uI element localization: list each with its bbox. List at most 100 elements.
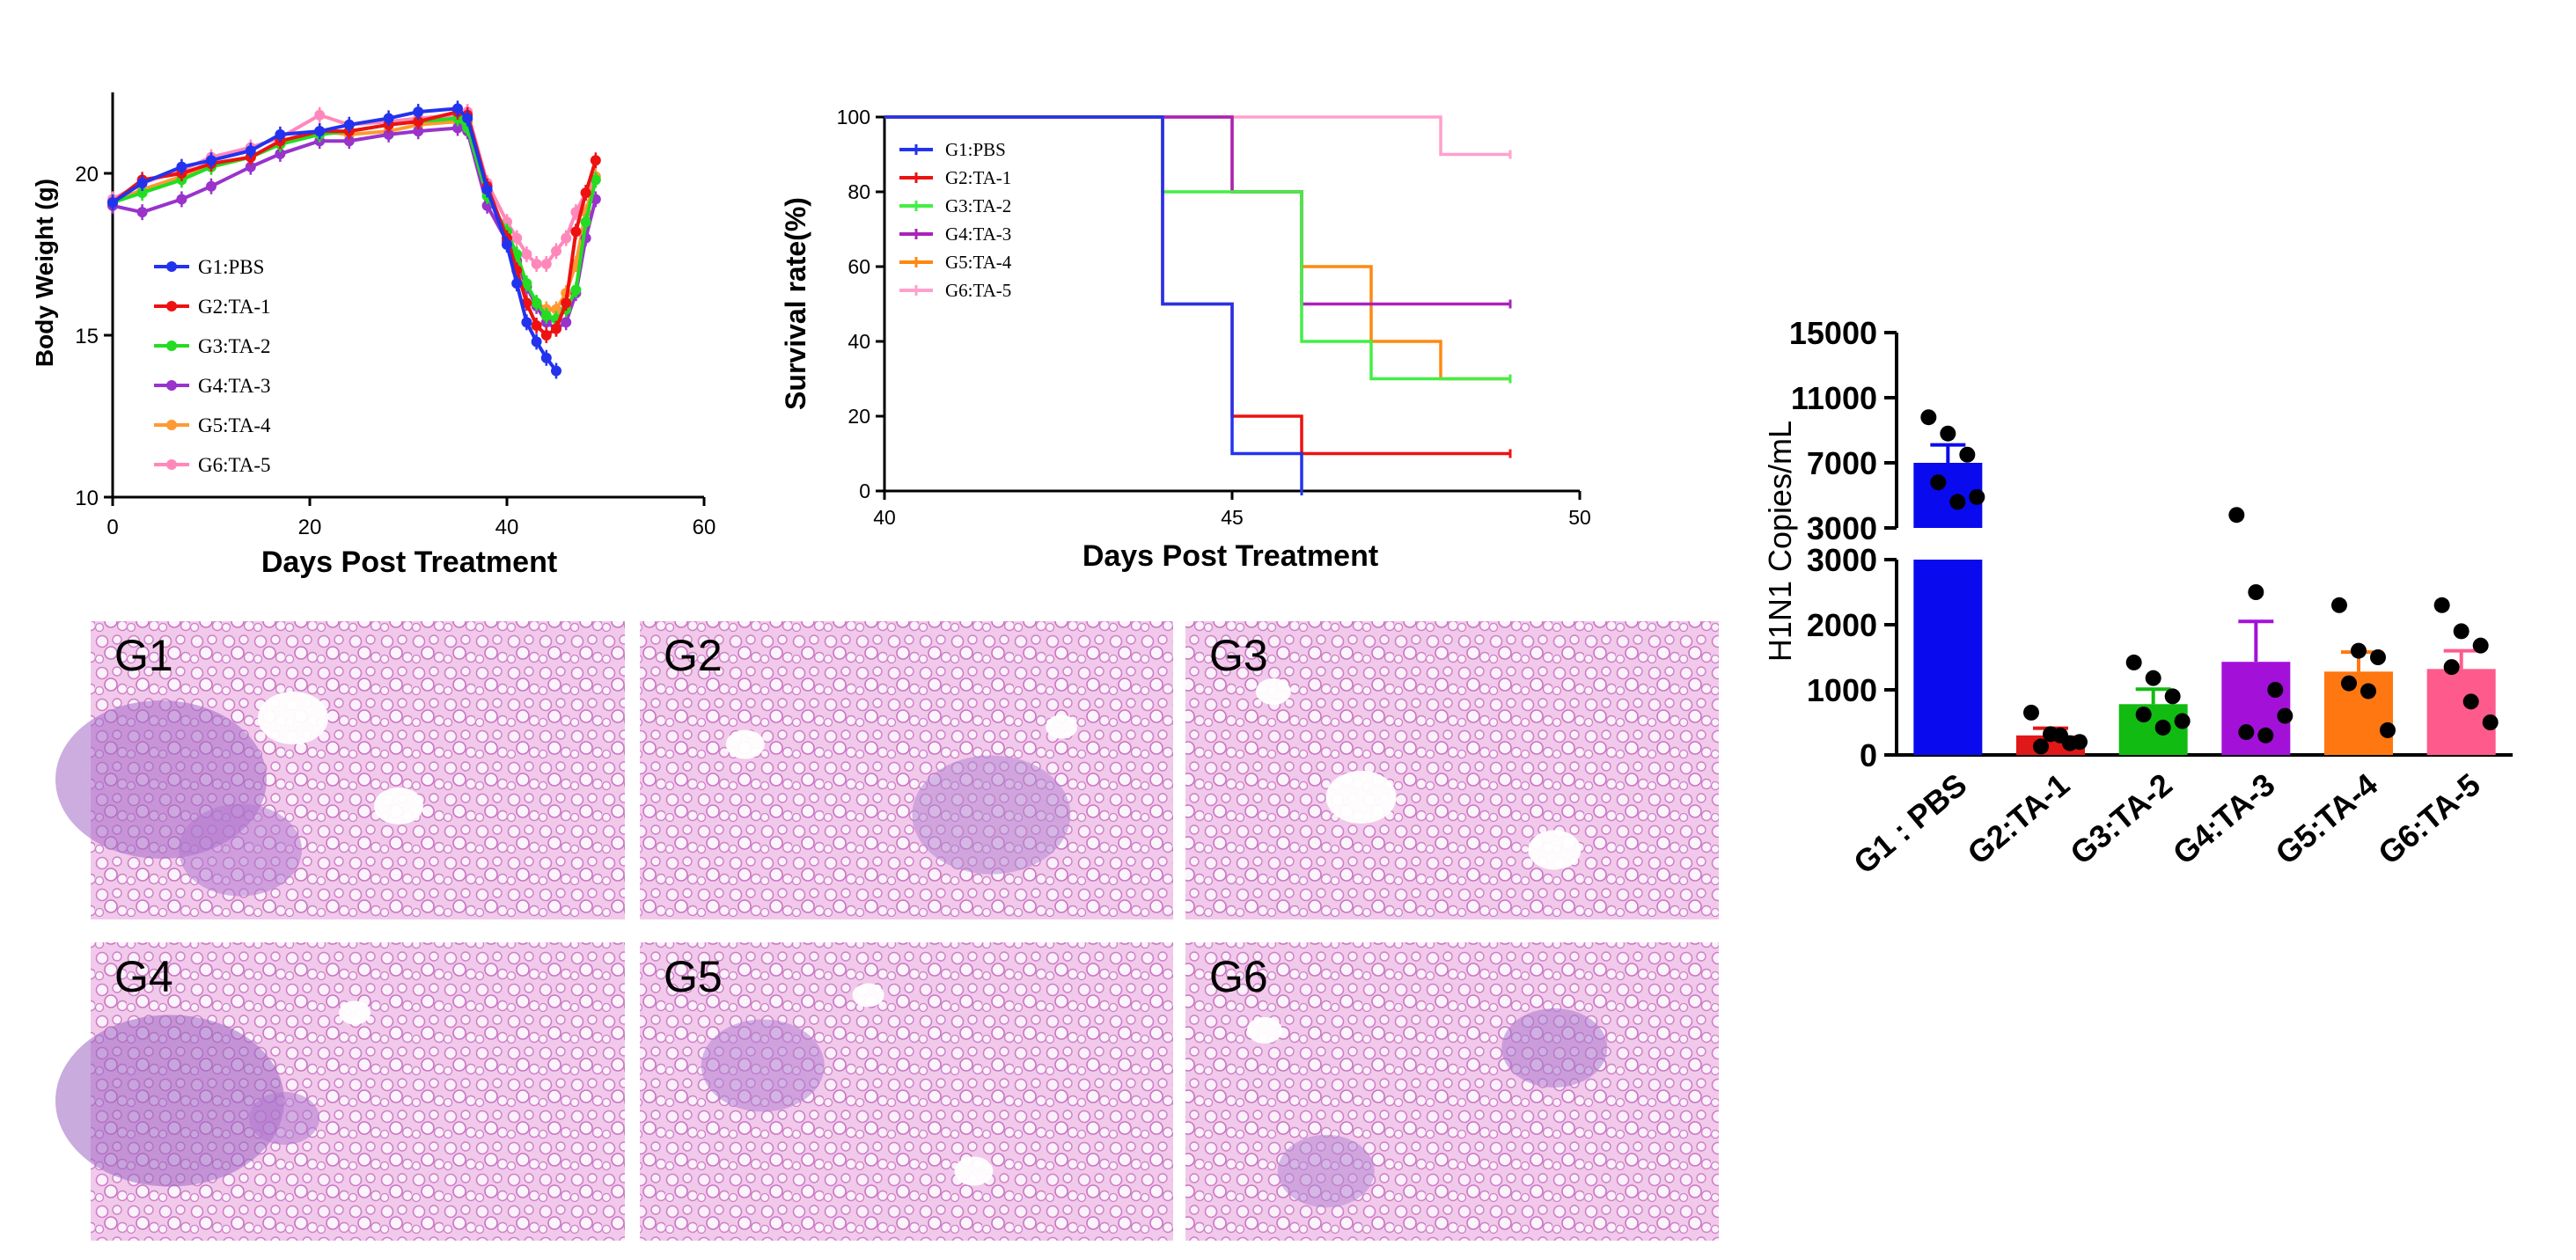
h1n1-y-tick-label: 2000 xyxy=(1807,607,1877,643)
body-weight-x-axis-label: Days Post Treatment xyxy=(261,546,557,579)
h1n1-data-point xyxy=(2443,659,2460,676)
body-weight-legend-marker xyxy=(166,261,177,272)
h1n1-data-point xyxy=(2277,707,2293,724)
h1n1-data-point xyxy=(2164,688,2181,705)
h1n1-data-point xyxy=(2351,642,2367,659)
histology-panel-G1: G1 xyxy=(55,621,625,919)
body-weight-legend-label: G1:PBS xyxy=(198,256,264,278)
histology-panel-G5: G5 xyxy=(640,942,1173,1241)
body-weight-point xyxy=(511,232,523,244)
h1n1-bar xyxy=(2324,671,2393,755)
body-weight-point xyxy=(343,119,355,130)
body-weight-point xyxy=(521,278,532,289)
histology-tissue-feature xyxy=(912,755,1071,875)
body-weight-x-tick-label: 20 xyxy=(298,516,322,539)
body-weight-point xyxy=(107,197,118,209)
h1n1-data-point xyxy=(1940,425,1956,442)
survival-x-tick-label: 45 xyxy=(1221,506,1244,529)
h1n1-category-label: G1 : PBS xyxy=(1846,766,1973,881)
h1n1-data-point xyxy=(1920,409,1937,426)
body-weight-legend-label: G6:TA-5 xyxy=(198,454,270,476)
body-weight-point xyxy=(206,155,217,166)
histology-tissue-feature xyxy=(1246,1017,1282,1044)
histology-tissue-feature xyxy=(339,1000,371,1025)
histology-tissue-feature xyxy=(1325,771,1397,824)
body-weight-point xyxy=(551,245,561,257)
body-weight-point xyxy=(531,259,542,270)
histology-panel-label: G1 xyxy=(114,631,173,680)
h1n1-data-point xyxy=(2360,683,2376,700)
body-weight-point xyxy=(343,136,355,147)
h1n1-y-tick-label: 11000 xyxy=(1791,380,1877,416)
h1n1-data-point xyxy=(2135,707,2152,723)
body-weight-point xyxy=(521,317,532,328)
h1n1-data-point xyxy=(2052,727,2068,744)
histology-panel-G6: G6 xyxy=(1185,942,1719,1241)
body-weight-point xyxy=(521,249,532,260)
body-weight-x-tick-label: 60 xyxy=(693,516,716,539)
survival-y-axis-label: Survival rate(%) xyxy=(780,197,811,410)
h1n1-data-point xyxy=(2267,682,2284,698)
body-weight-point xyxy=(136,178,148,189)
body-weight-point xyxy=(481,184,493,195)
h1n1-data-point xyxy=(2174,713,2191,729)
body-weight-point xyxy=(502,238,512,250)
body-weight-y-axis-label: Body Weight (g) xyxy=(31,179,58,367)
h1n1-data-point xyxy=(2033,738,2049,755)
histology-tissue-feature xyxy=(1277,1134,1375,1208)
survival-legend-label: G1:PBS xyxy=(945,139,1006,160)
body-weight-point xyxy=(580,187,591,199)
body-weight-point xyxy=(540,310,552,321)
body-weight-legend-label: G5:TA-4 xyxy=(198,414,271,436)
body-weight-x-tick-label: 0 xyxy=(106,516,118,539)
body-weight-point xyxy=(136,187,148,199)
histology-tissue-feature xyxy=(701,1019,825,1112)
survival-chart: 40 45 50 0 20 40 60 80 100 G1:PBS G2:TA-1 G3:TA-2 G… xyxy=(780,106,1591,573)
body-weight-x-tick-label: 40 xyxy=(495,516,519,539)
survival-step-line-G1:PBS xyxy=(884,115,1303,491)
h1n1-y-tick-label: 3000 xyxy=(1807,510,1877,546)
histology-tissue-feature xyxy=(852,983,884,1007)
survival-y-tick-label: 80 xyxy=(848,180,870,203)
h1n1-data-point xyxy=(1930,474,1947,491)
h1n1-data-point xyxy=(2125,654,2142,670)
survival-y-tick-label: 40 xyxy=(848,330,870,353)
h1n1-y-tick-label: 0 xyxy=(1860,737,1877,773)
h1n1-data-point xyxy=(2482,714,2499,730)
histology-tissue-feature xyxy=(1528,830,1582,870)
h1n1-y-tick-label: 1000 xyxy=(1807,672,1877,708)
body-weight-point xyxy=(540,352,552,363)
body-weight-legend-marker xyxy=(166,341,177,351)
histology-tissue-feature xyxy=(954,1156,994,1186)
h1n1-data-point xyxy=(2370,649,2386,665)
body-weight-series-G1:PBS xyxy=(107,100,561,379)
body-weight-point xyxy=(462,113,473,124)
body-weight-point xyxy=(314,109,326,121)
body-weight-point xyxy=(206,180,217,192)
h1n1-data-point xyxy=(2331,597,2347,613)
h1n1-data-point xyxy=(2257,727,2274,744)
histology-panel-G3: G3 xyxy=(1185,621,1719,919)
body-weight-legend-label: G2:TA-1 xyxy=(198,296,270,318)
h1n1-category-label: G5:TA-4 xyxy=(2269,766,2385,872)
body-weight-point xyxy=(413,106,424,118)
body-weight-point xyxy=(540,330,552,341)
histology-tissue-feature xyxy=(725,729,765,759)
survival-x-tick-label: 50 xyxy=(1568,506,1591,529)
body-weight-point xyxy=(275,128,286,140)
body-weight-point xyxy=(245,161,256,172)
h1n1-data-point xyxy=(2472,637,2489,654)
body-weight-y-tick-label: 15 xyxy=(75,325,99,348)
histology-tissue-feature xyxy=(179,803,302,897)
body-weight-point xyxy=(561,317,572,328)
histology-tissue-feature xyxy=(1501,1008,1608,1088)
body-weight-point xyxy=(551,304,561,315)
body-weight-legend-marker xyxy=(166,301,177,311)
body-weight-chart: 0 20 40 60 10 15 20 G1:PBS G2:TA-1 G3:TA-2 G4:TA-… xyxy=(31,92,716,579)
body-weight-point xyxy=(413,116,424,128)
h1n1-data-point xyxy=(2341,675,2357,692)
survival-y-tick-label: 20 xyxy=(848,405,870,428)
body-weight-point xyxy=(590,174,601,186)
body-weight-point xyxy=(561,232,572,244)
body-weight-legend-label: G4:TA-3 xyxy=(198,375,270,397)
